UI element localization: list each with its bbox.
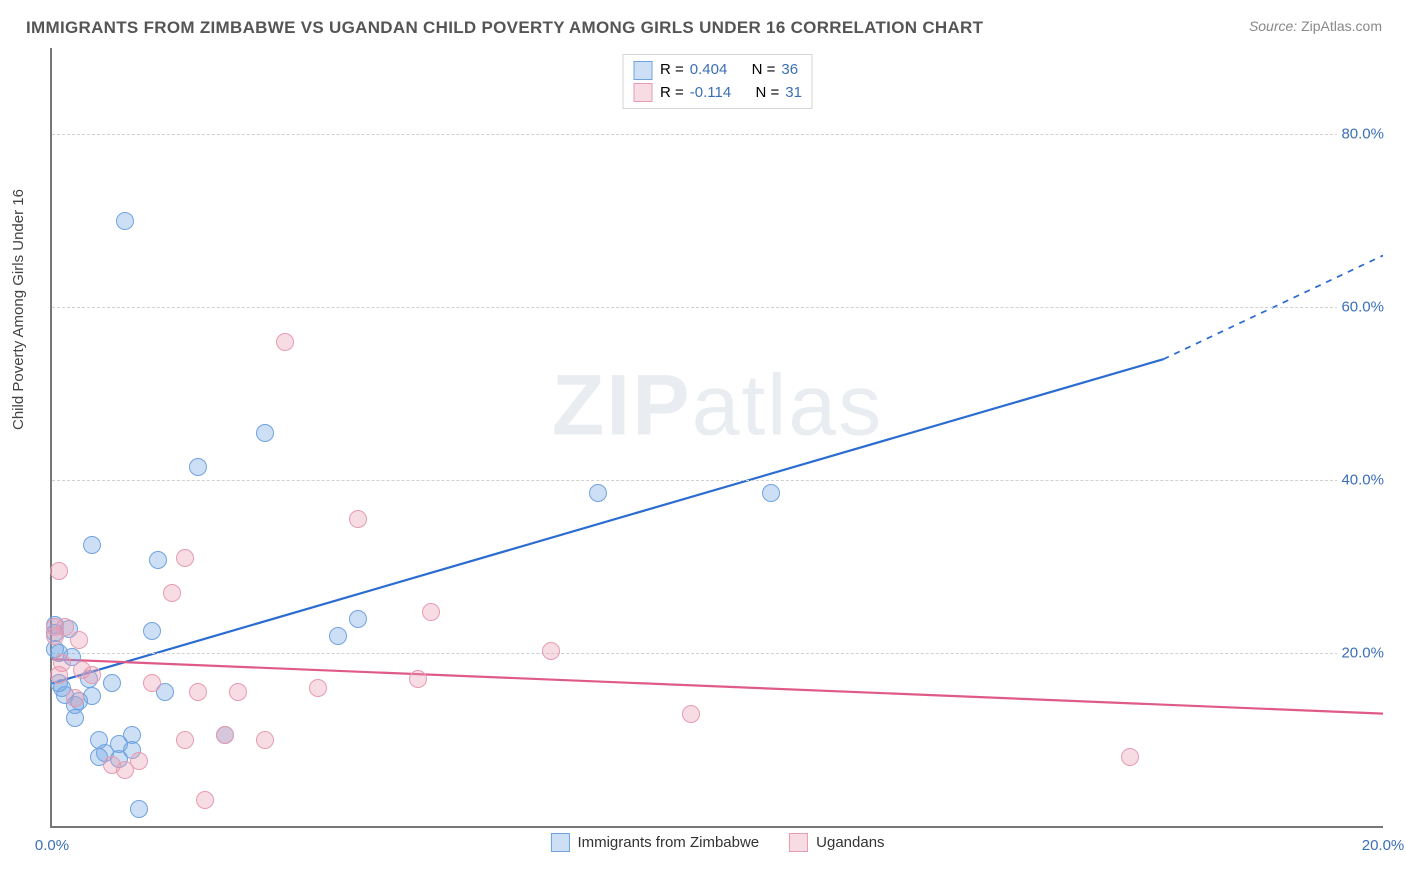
r-value-zimbabwe: 0.404 bbox=[690, 59, 728, 82]
n-value-zimbabwe: 36 bbox=[781, 59, 798, 82]
scatter-point-zimbabwe bbox=[66, 709, 84, 727]
scatter-point-ugandans bbox=[422, 603, 440, 621]
scatter-point-ugandans bbox=[176, 731, 194, 749]
legend-swatch-zimbabwe bbox=[633, 61, 652, 80]
watermark-bold: ZIP bbox=[552, 357, 692, 453]
legend-label-ugandans: Ugandans bbox=[816, 834, 884, 851]
regression-line-zimbabwe bbox=[52, 359, 1163, 683]
legend-item-ugandans: Ugandans bbox=[789, 833, 884, 852]
n-label: N = bbox=[756, 82, 780, 105]
legend-swatch-zimbabwe-b bbox=[550, 833, 569, 852]
scatter-point-ugandans bbox=[176, 549, 194, 567]
source-citation: Source: ZipAtlas.com bbox=[1249, 18, 1382, 34]
scatter-point-ugandans bbox=[130, 752, 148, 770]
gridline bbox=[52, 653, 1383, 654]
scatter-point-ugandans bbox=[53, 654, 71, 672]
scatter-point-zimbabwe bbox=[130, 800, 148, 818]
scatter-point-ugandans bbox=[163, 584, 181, 602]
gridline bbox=[52, 307, 1383, 308]
y-axis-label: Child Poverty Among Girls Under 16 bbox=[10, 189, 27, 430]
scatter-point-zimbabwe bbox=[103, 674, 121, 692]
r-label: R = bbox=[660, 59, 684, 82]
scatter-point-ugandans bbox=[216, 726, 234, 744]
legend-swatch-ugandans bbox=[633, 83, 652, 102]
scatter-point-zimbabwe bbox=[589, 484, 607, 502]
scatter-point-ugandans bbox=[256, 731, 274, 749]
r-value-ugandans: -0.114 bbox=[690, 82, 731, 105]
x-tick-label: 0.0% bbox=[35, 837, 69, 854]
scatter-point-ugandans bbox=[682, 705, 700, 723]
y-tick-label: 40.0% bbox=[1337, 472, 1388, 489]
legend-item-zimbabwe: Immigrants from Zimbabwe bbox=[550, 833, 759, 852]
scatter-point-zimbabwe bbox=[349, 610, 367, 628]
scatter-point-ugandans bbox=[309, 679, 327, 697]
regression-lines-svg bbox=[52, 48, 1383, 826]
legend-swatch-ugandans-b bbox=[789, 833, 808, 852]
legend-stats: R = 0.404 N = 36 R = -0.114 N = 31 bbox=[622, 54, 813, 109]
legend-series: Immigrants from Zimbabwe Ugandans bbox=[550, 833, 884, 852]
n-value-ugandans: 31 bbox=[785, 82, 802, 105]
n-label: N = bbox=[752, 59, 776, 82]
watermark-thin: atlas bbox=[692, 357, 884, 453]
scatter-point-ugandans bbox=[229, 683, 247, 701]
source-value: ZipAtlas.com bbox=[1301, 18, 1382, 34]
y-tick-label: 80.0% bbox=[1337, 126, 1388, 143]
y-tick-label: 60.0% bbox=[1337, 299, 1388, 316]
scatter-point-zimbabwe bbox=[329, 627, 347, 645]
scatter-point-zimbabwe bbox=[143, 622, 161, 640]
scatter-point-ugandans bbox=[66, 689, 84, 707]
scatter-point-zimbabwe bbox=[149, 551, 167, 569]
scatter-point-zimbabwe bbox=[83, 536, 101, 554]
y-tick-label: 20.0% bbox=[1337, 645, 1388, 662]
scatter-point-ugandans bbox=[83, 666, 101, 684]
scatter-point-ugandans bbox=[70, 631, 88, 649]
regression-line-ugandans bbox=[52, 659, 1383, 713]
r-label: R = bbox=[660, 82, 684, 105]
scatter-point-ugandans bbox=[50, 562, 68, 580]
scatter-point-zimbabwe bbox=[116, 212, 134, 230]
scatter-point-ugandans bbox=[189, 683, 207, 701]
scatter-point-ugandans bbox=[143, 674, 161, 692]
scatter-point-ugandans bbox=[196, 791, 214, 809]
scatter-point-zimbabwe bbox=[83, 687, 101, 705]
scatter-point-zimbabwe bbox=[256, 424, 274, 442]
plot-area: ZIPatlas R = 0.404 N = 36 R = -0.114 N =… bbox=[50, 48, 1383, 828]
scatter-point-zimbabwe bbox=[189, 458, 207, 476]
scatter-point-ugandans bbox=[409, 670, 427, 688]
scatter-point-zimbabwe bbox=[123, 726, 141, 744]
scatter-point-ugandans bbox=[542, 642, 560, 660]
gridline bbox=[52, 480, 1383, 481]
scatter-point-zimbabwe bbox=[762, 484, 780, 502]
legend-label-zimbabwe: Immigrants from Zimbabwe bbox=[577, 834, 759, 851]
scatter-point-ugandans bbox=[349, 510, 367, 528]
chart-title: IMMIGRANTS FROM ZIMBABWE VS UGANDAN CHIL… bbox=[26, 18, 983, 38]
scatter-point-ugandans bbox=[1121, 748, 1139, 766]
gridline bbox=[52, 134, 1383, 135]
source-label: Source: bbox=[1249, 18, 1297, 34]
legend-stats-row: R = 0.404 N = 36 bbox=[633, 59, 802, 82]
legend-stats-row: R = -0.114 N = 31 bbox=[633, 82, 802, 105]
scatter-point-ugandans bbox=[276, 333, 294, 351]
x-tick-label: 20.0% bbox=[1362, 837, 1405, 854]
watermark: ZIPatlas bbox=[552, 356, 883, 455]
